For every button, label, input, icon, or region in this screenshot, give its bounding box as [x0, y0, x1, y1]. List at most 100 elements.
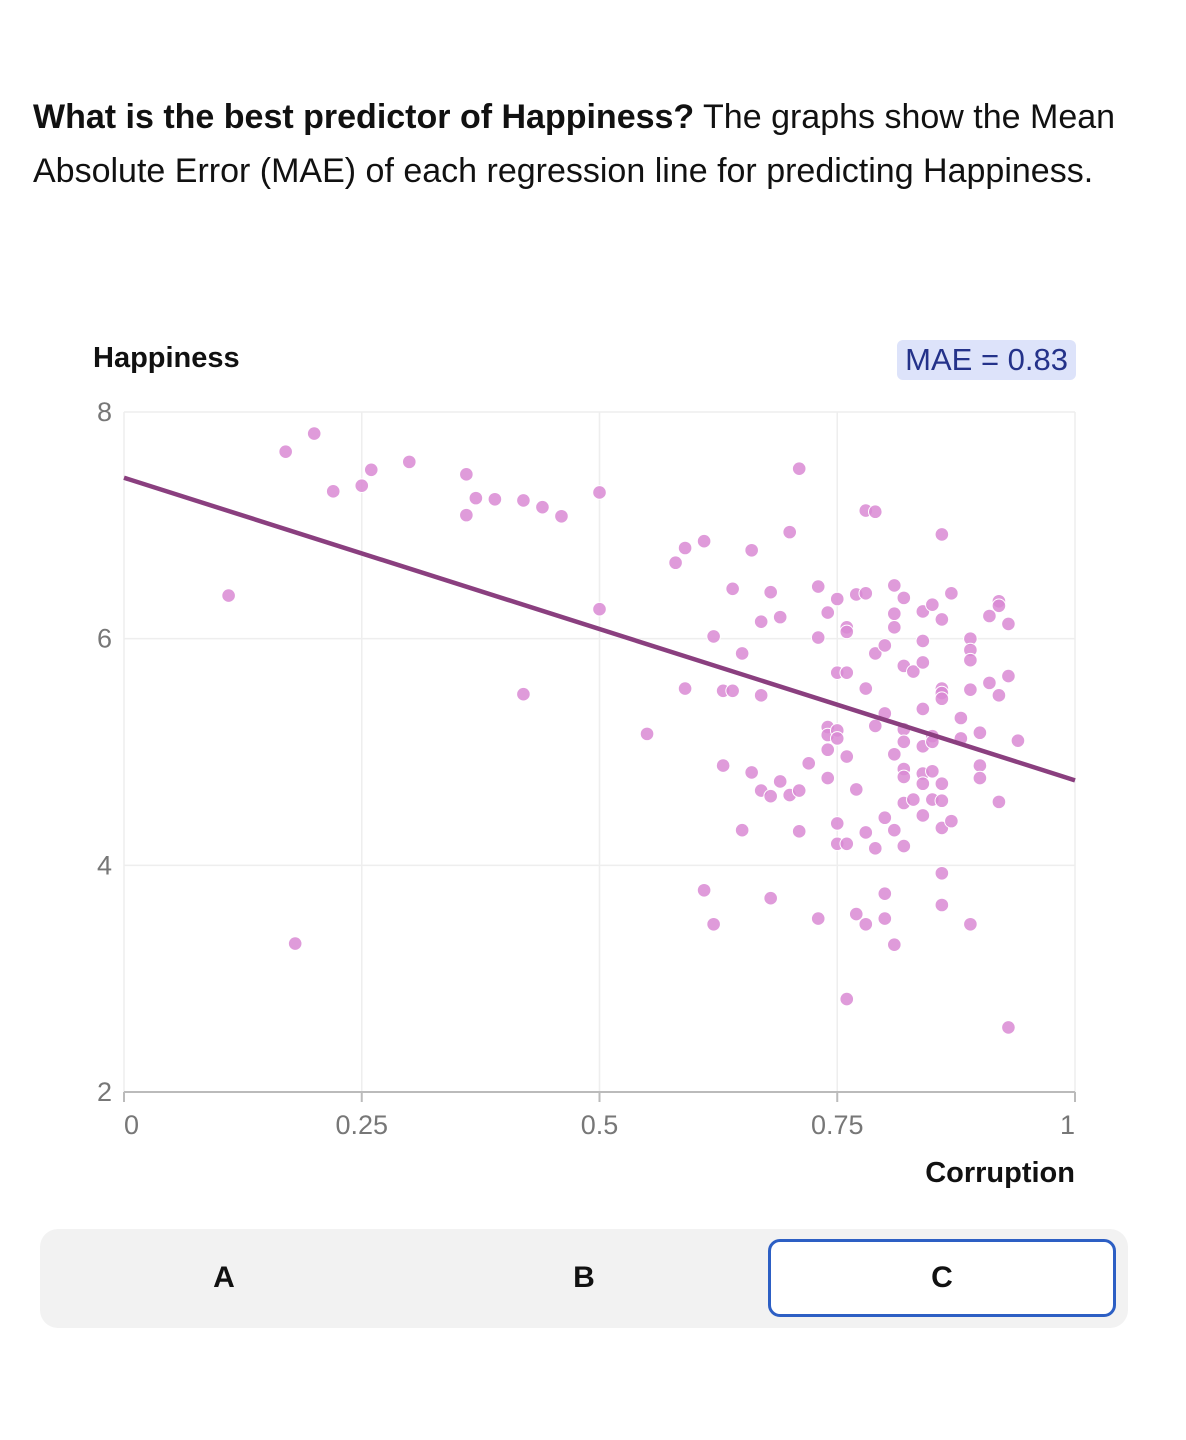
data-point [1001, 616, 1016, 632]
data-point [934, 865, 950, 881]
data-point [753, 688, 769, 703]
data-point [677, 681, 693, 696]
data-point [896, 734, 912, 750]
data-point [734, 822, 750, 838]
data-point [639, 726, 655, 742]
data-point [810, 911, 826, 926]
data-point [858, 586, 874, 601]
data-point [763, 788, 778, 804]
data-point [459, 467, 474, 482]
data-point [991, 688, 1007, 703]
data-point [677, 540, 693, 556]
data-point [867, 718, 883, 734]
question-rest: The graphs show the Mean Absolute Error … [33, 98, 1116, 190]
x-tick-label: 1 [1060, 1110, 1075, 1140]
data-point [516, 686, 531, 702]
data-point [925, 763, 940, 779]
data-point [820, 770, 836, 786]
data-point [906, 664, 921, 679]
data-point [963, 652, 978, 668]
data-point [887, 578, 902, 593]
tab-a[interactable]: A [50, 1239, 398, 1317]
data-point [972, 725, 988, 741]
data-point [829, 731, 845, 746]
data-point [915, 776, 931, 792]
data-point [925, 597, 940, 612]
data-point [982, 675, 997, 691]
data-point [706, 629, 721, 644]
data-point [1010, 733, 1026, 748]
tab-b[interactable]: B [410, 1239, 758, 1317]
data-point [1001, 1020, 1016, 1035]
regression-line [123, 475, 1076, 783]
tab-c-label: C [931, 1261, 953, 1294]
data-point [944, 813, 959, 829]
data-point [915, 808, 931, 823]
data-point [810, 630, 826, 645]
data-point [934, 691, 950, 707]
data-point [867, 841, 883, 856]
data-point [839, 665, 855, 680]
data-point [725, 581, 740, 597]
data-point [896, 769, 912, 785]
data-point [915, 633, 931, 649]
answer-tabs: A B C [40, 1229, 1128, 1328]
data-point [887, 606, 902, 622]
data-point [782, 524, 798, 540]
data-point [753, 614, 769, 629]
data-point [963, 682, 978, 697]
data-point [972, 758, 988, 773]
data-point [829, 591, 845, 607]
data-point [858, 825, 874, 840]
data-point [772, 774, 788, 789]
data-point [820, 742, 836, 758]
x-tick-label: 0.5 [581, 1110, 619, 1140]
data-point [725, 683, 740, 699]
data-point [858, 681, 874, 696]
data-point [763, 890, 778, 906]
data-point [953, 710, 969, 726]
data-point [791, 461, 807, 476]
data-point [287, 936, 303, 951]
question-text: What is the best predictor of Happiness?… [33, 90, 1143, 198]
data-point [877, 638, 893, 653]
tab-a-label: A [213, 1261, 235, 1294]
data-point [877, 911, 893, 926]
data-point [915, 655, 931, 670]
question-bold: What is the best predictor of Happiness? [33, 98, 695, 136]
data-point [706, 916, 721, 932]
data-point [668, 555, 683, 571]
x-tick-label: 0.75 [811, 1110, 864, 1140]
data-point [887, 822, 902, 838]
data-point [306, 426, 322, 441]
data-point [848, 782, 864, 797]
data-point [934, 612, 950, 627]
data-point [468, 490, 484, 506]
data-point [592, 601, 607, 617]
chart-svg: 0 0.25 0.5 0.75 1 2 4 6 8 [97, 397, 1076, 1140]
data-point [848, 906, 864, 922]
data-point [991, 794, 1007, 810]
y-tick-label: 2 [97, 1077, 112, 1107]
y-tick-label: 8 [97, 397, 112, 427]
data-point [221, 588, 236, 603]
x-tick-label: 0.25 [335, 1110, 388, 1140]
tab-c[interactable]: C [768, 1239, 1116, 1317]
data-point [715, 758, 731, 773]
x-axis-label: Corruption [925, 1157, 1075, 1189]
data-point [877, 886, 893, 901]
data-point [906, 792, 921, 807]
tab-b-label: B [573, 1261, 595, 1294]
data-point [944, 586, 959, 601]
data-point [963, 916, 978, 932]
data-point [516, 493, 531, 508]
data-point [696, 882, 712, 898]
data-point [991, 598, 1007, 614]
y-axis-label: Happiness [93, 342, 240, 374]
data-point [915, 701, 931, 717]
y-tick-label: 6 [97, 624, 112, 654]
data-point [972, 770, 988, 786]
data-point [934, 793, 950, 809]
data-point [858, 916, 874, 932]
data-point [535, 499, 550, 515]
